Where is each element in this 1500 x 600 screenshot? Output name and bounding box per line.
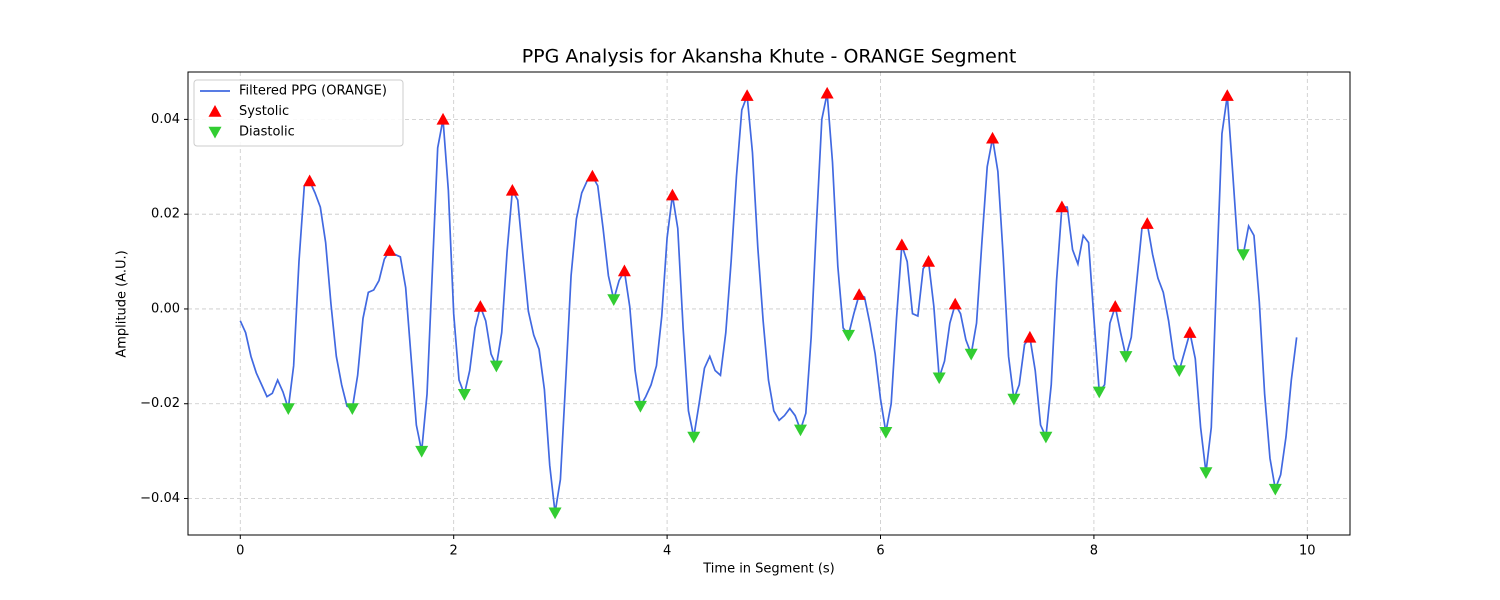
diastolic-marker [1007,393,1021,406]
diastolic-marker [879,426,893,439]
diastolic-marker [345,403,359,415]
systolic-marker [948,297,962,310]
plot-frame [187,71,1351,536]
y-axis-label: Amplitude (A.U.) [115,250,130,357]
systolic-marker [585,169,599,182]
diastolic-marker [964,348,978,361]
legend-label: Diastolic [239,125,295,140]
x-tick-label: 4 [663,544,671,559]
systolic-marker [820,86,834,99]
ppg-line [239,93,1298,513]
systolic-marker [922,255,936,267]
diastolic-marker [793,424,807,437]
legend-box [193,79,404,147]
systolic-marker [740,89,754,101]
systolic-marker [1183,326,1197,338]
systolic-marker [505,183,519,196]
legend: Filtered PPG (ORANGE) Systolic Diastolic [193,79,404,147]
systolic-marker [665,188,679,201]
systolic-marker [1055,200,1069,213]
diastolic-marker [687,431,701,444]
diastolic-marker [1199,467,1213,479]
x-axis-label: Time in Segment (s) [702,562,834,577]
diastolic-marker [841,329,855,342]
systolic-marker [852,288,866,300]
systolic-marker [617,264,631,277]
systolic-marker [986,131,1000,144]
diastolic-marker [607,294,621,306]
systolic-marker [1023,330,1037,343]
systolic-marker [436,112,450,125]
legend-label: Filtered PPG (ORANGE) [239,84,387,99]
diastolic-marker [415,445,429,458]
systolic-marker [303,174,317,187]
x-tick-label: 6 [876,544,884,559]
y-tick-label: 0.02 [151,207,180,222]
diastolic-marker [1268,483,1282,496]
x-tick-label: 8 [1090,544,1098,559]
y-tick-label: 0.00 [151,301,180,316]
systolic-marker [383,244,397,256]
y-tick-label: −0.02 [140,396,180,411]
diastolic-marker [1172,365,1186,378]
x-tick-label: 2 [450,544,458,559]
diastolic-marker [1092,386,1106,399]
systolic-marker [1220,89,1234,101]
diastolic-marker [1119,351,1133,363]
diastolic-marker [548,507,562,520]
diastolic-marker [281,403,295,415]
diastolic-marker [1039,431,1053,444]
diastolic-marker [932,372,946,385]
systolic-marker [473,300,487,312]
diastolic-marker [1236,249,1250,261]
legend-label: Systolic [239,104,289,119]
legend-marker [208,126,222,139]
x-tick-label: 0 [236,544,244,559]
systolic-marker [895,238,909,251]
legend-marker [208,105,222,117]
systolic-marker [1140,217,1154,229]
x-tick-label: 10 [1299,544,1316,559]
y-tick-label: 0.04 [151,112,180,127]
diastolic-marker [489,360,503,373]
systolic-marker [1108,300,1122,312]
y-tick-label: −0.04 [140,491,180,506]
chart-title: PPG Analysis for Akansha Khute - ORANGE … [522,46,1017,68]
diastolic-marker [633,400,647,413]
diastolic-marker [457,389,471,401]
